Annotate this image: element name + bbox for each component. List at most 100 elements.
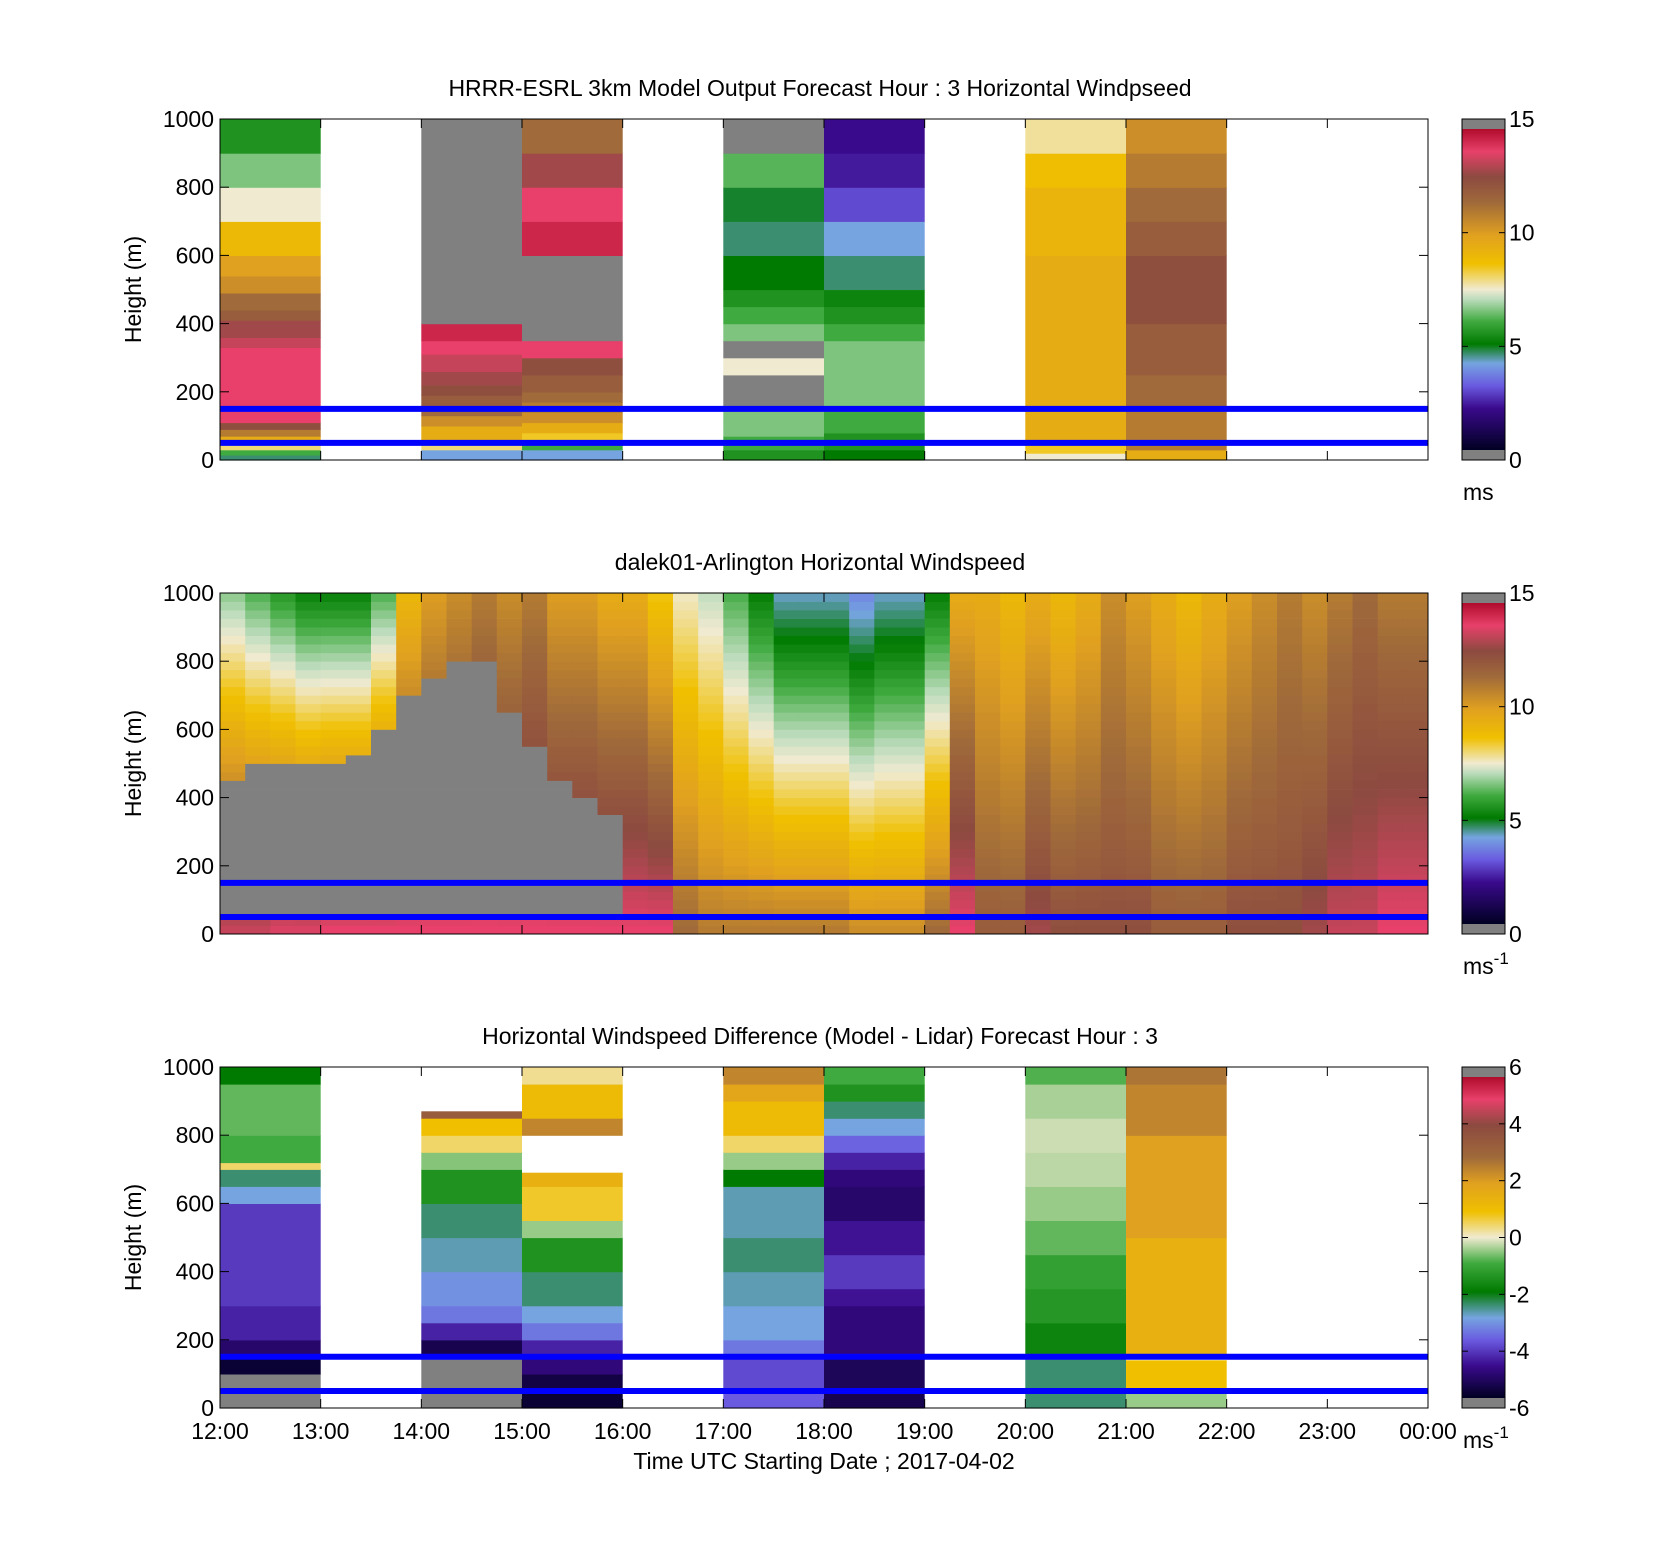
heatmap-cell bbox=[547, 882, 573, 892]
heatmap-cell bbox=[899, 789, 926, 798]
heatmap-cell bbox=[446, 882, 473, 892]
heatmap-cell bbox=[698, 661, 724, 671]
heatmap-cell bbox=[471, 635, 498, 645]
heatmap-cell bbox=[1352, 618, 1379, 628]
y-tick-label: 400 bbox=[176, 785, 214, 811]
heatmap-cell bbox=[345, 695, 372, 705]
heatmap-cell bbox=[924, 882, 951, 892]
heatmap-cell bbox=[371, 857, 397, 867]
heatmap-cell bbox=[270, 652, 296, 662]
heatmap-cell bbox=[1000, 737, 1026, 747]
heatmap-cell bbox=[1100, 618, 1127, 628]
heatmap-cell bbox=[572, 806, 598, 815]
heatmap-cell bbox=[496, 593, 523, 602]
heatmap-cell bbox=[220, 1169, 321, 1187]
heatmap-cell bbox=[824, 780, 850, 790]
heatmap-cell bbox=[220, 857, 246, 867]
heatmap-cell bbox=[949, 755, 976, 764]
heatmap-cell bbox=[673, 797, 699, 807]
heatmap-cell bbox=[1000, 695, 1026, 705]
heatmap-cell bbox=[421, 1203, 522, 1239]
heatmap-cell bbox=[849, 806, 875, 815]
heatmap-cell bbox=[522, 823, 548, 833]
heatmap-cell bbox=[1126, 610, 1152, 619]
heatmap-cell bbox=[949, 669, 976, 679]
heatmap-cell bbox=[975, 814, 1001, 824]
heatmap-cell bbox=[723, 449, 824, 461]
heatmap-cell bbox=[1377, 601, 1404, 611]
heatmap-cell bbox=[220, 593, 246, 602]
heatmap-cell bbox=[1302, 703, 1328, 713]
heatmap-cell bbox=[1050, 610, 1077, 619]
heatmap-cell bbox=[647, 899, 674, 909]
heatmap-cell bbox=[1000, 593, 1026, 602]
heatmap-cell bbox=[1377, 729, 1404, 739]
heatmap-cell bbox=[1302, 712, 1328, 722]
heatmap-cell bbox=[622, 737, 649, 747]
heatmap-cell bbox=[1176, 763, 1202, 773]
heatmap-cell bbox=[496, 610, 523, 619]
heatmap-cell bbox=[1151, 857, 1177, 867]
heatmap-cell bbox=[698, 814, 724, 824]
heatmap-cell bbox=[245, 874, 271, 884]
heatmap-cell bbox=[496, 627, 523, 636]
heatmap-cell bbox=[1126, 652, 1152, 662]
heatmap-cell bbox=[1377, 644, 1404, 654]
heatmap-cell bbox=[496, 618, 523, 628]
heatmap-cell bbox=[572, 899, 598, 909]
heatmap-cell bbox=[1025, 593, 1051, 602]
heatmap-cell bbox=[1000, 661, 1026, 671]
heatmap-cell bbox=[396, 703, 422, 713]
y-tick-label: 400 bbox=[176, 1259, 214, 1285]
heatmap-cell bbox=[1126, 1067, 1227, 1085]
heatmap-cell bbox=[1075, 857, 1102, 867]
heatmap-cell bbox=[371, 882, 397, 892]
heatmap-cell bbox=[345, 737, 372, 747]
heatmap-cell bbox=[723, 695, 749, 705]
heatmap-cell bbox=[270, 899, 296, 909]
heatmap-cell bbox=[1025, 453, 1126, 461]
heatmap-cell bbox=[1251, 737, 1278, 747]
heatmap-cell bbox=[471, 789, 498, 798]
heatmap-cell bbox=[446, 746, 473, 756]
colorbar-under-swatch bbox=[1462, 924, 1505, 934]
heatmap-cell bbox=[1151, 891, 1177, 901]
heatmap-cell bbox=[371, 661, 397, 671]
heatmap-cell bbox=[270, 848, 296, 858]
heatmap-cell bbox=[421, 789, 447, 798]
heatmap-cell bbox=[345, 917, 372, 926]
heatmap-cell bbox=[1352, 865, 1379, 875]
heatmap-cell bbox=[1025, 899, 1051, 909]
colorbar-unit-label: ms bbox=[1463, 479, 1494, 505]
heatmap-cell bbox=[673, 610, 699, 619]
heatmap-cell bbox=[1226, 874, 1253, 884]
heatmap-cell bbox=[1201, 652, 1228, 662]
heatmap-cell bbox=[824, 917, 850, 926]
heatmap-cell bbox=[295, 610, 322, 619]
heatmap-cell bbox=[345, 840, 372, 850]
heatmap-cell bbox=[924, 797, 951, 807]
heatmap-cell bbox=[1277, 729, 1303, 739]
heatmap-cell bbox=[1402, 823, 1429, 833]
heatmap-cell bbox=[1151, 763, 1177, 773]
heatmap-cell bbox=[874, 772, 900, 781]
heatmap-cell bbox=[723, 627, 749, 636]
heatmap-cell bbox=[1176, 823, 1202, 833]
heatmap-cell bbox=[798, 806, 825, 815]
heatmap-cell bbox=[1126, 712, 1152, 722]
heatmap-cell bbox=[522, 899, 548, 909]
heatmap-cell bbox=[1302, 678, 1328, 688]
heatmap-cell bbox=[698, 652, 724, 662]
heatmap-cell bbox=[1201, 618, 1228, 628]
heatmap-cell bbox=[371, 806, 397, 815]
heatmap-cell bbox=[1151, 686, 1177, 696]
heatmap-cell bbox=[522, 780, 548, 790]
x-tick-label: 14:00 bbox=[393, 1418, 451, 1444]
heatmap-cell bbox=[597, 635, 624, 645]
heatmap-cell bbox=[622, 865, 649, 875]
heatmap-cell bbox=[1050, 746, 1077, 756]
heatmap-cell bbox=[1126, 644, 1152, 654]
heatmap-cell bbox=[949, 601, 976, 611]
heatmap-cell bbox=[849, 593, 875, 602]
heatmap-cell bbox=[1201, 925, 1228, 935]
